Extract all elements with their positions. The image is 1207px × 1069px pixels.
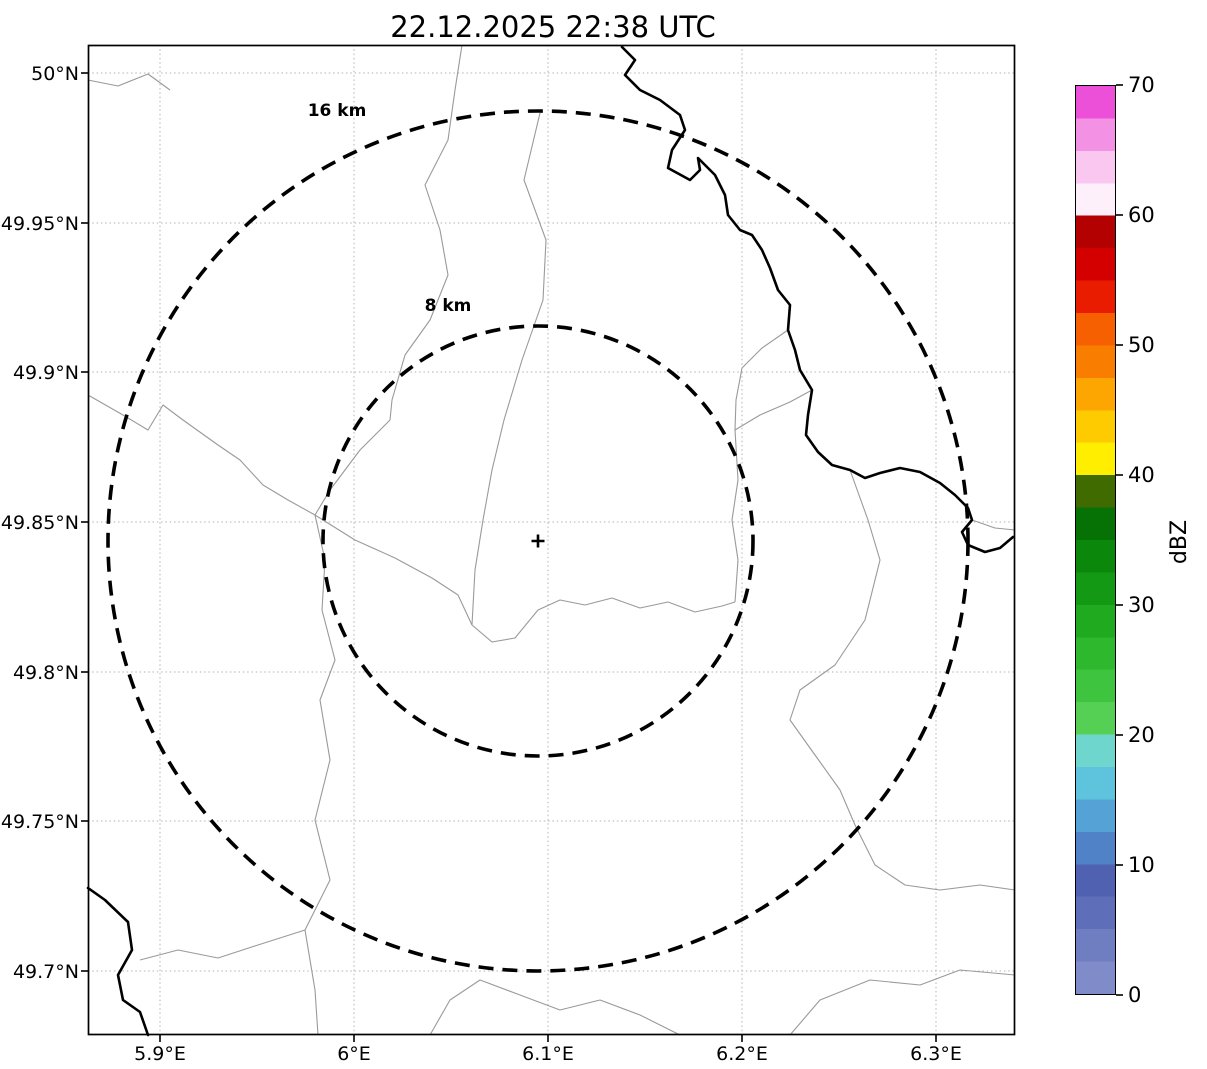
colorbar-tick-label: 30: [1128, 593, 1155, 617]
colorbar-tick-label: 10: [1128, 853, 1155, 877]
colorbar: [1075, 85, 1116, 995]
y-tick-label: 49.9°N: [13, 362, 79, 384]
plot-border: [87, 44, 1016, 1036]
country-border-lines: [86, 45, 1015, 1037]
x-tick-label: 5.9°E: [134, 1043, 186, 1065]
colorbar-tick-label: 40: [1128, 463, 1155, 487]
y-tick-label: 49.95°N: [1, 213, 79, 235]
y-tick-label: 49.7°N: [13, 961, 79, 983]
x-tick-label: 6°E: [337, 1043, 371, 1065]
colorbar-tick-label: 20: [1128, 723, 1155, 747]
x-tick-label: 6.1°E: [522, 1043, 574, 1065]
range-ring-16km: [106, 109, 970, 973]
colorbar-gradient: [1076, 86, 1115, 994]
colorbar-tick-label: 70: [1128, 73, 1155, 97]
y-tick-label: 50°N: [31, 63, 79, 85]
x-tick-label: 6.3°E: [910, 1043, 962, 1065]
y-tick-label: 49.75°N: [1, 811, 79, 833]
y-tick-label: 49.8°N: [13, 662, 79, 684]
colorbar-title: dBZ: [1167, 519, 1192, 565]
y-tick-label: 49.85°N: [1, 512, 79, 534]
colorbar-tick-label: 60: [1128, 203, 1155, 227]
admin-boundary-lines: [87, 44, 1016, 1036]
x-tick-label: 6.2°E: [716, 1043, 768, 1065]
colorbar-tick-label: 50: [1128, 333, 1155, 357]
x-tick-labels: 5.9°E 6°E 6.1°E 6.2°E 6.3°E: [134, 1043, 962, 1065]
grid-lines: [88, 45, 1015, 1035]
range-ring-8km: [321, 324, 755, 758]
colorbar-tick-label: 0: [1128, 983, 1142, 1007]
axis-ticks: [81, 72, 1123, 1042]
range-ring-label-8km: 8 km: [425, 296, 472, 316]
y-tick-labels: 50°N 49.95°N 49.9°N 49.85°N 49.8°N 49.75…: [1, 63, 79, 983]
radar-center-marker: [531, 534, 545, 548]
plot-title: 22.12.2025 22:38 UTC: [390, 10, 716, 44]
range-ring-label-16km: 16 km: [308, 101, 367, 121]
